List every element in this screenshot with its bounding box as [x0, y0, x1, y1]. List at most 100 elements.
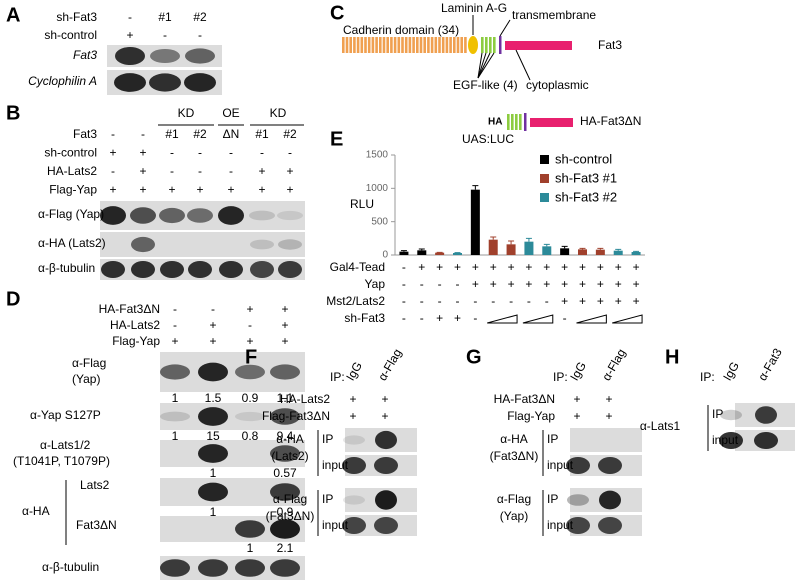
- condition-symbol: +: [381, 392, 388, 406]
- lane-label: input: [547, 518, 574, 532]
- band: [235, 364, 265, 380]
- condition-symbol: +: [418, 260, 425, 274]
- pointer: [477, 52, 495, 79]
- condition-symbol: +: [246, 334, 253, 348]
- condition-label: HA-Lats2: [110, 318, 160, 332]
- ip-column: α-Fat3: [755, 346, 785, 384]
- error-bar: [490, 236, 497, 240]
- cadherin-repeat: [375, 37, 378, 53]
- y-axis-title: RLU: [350, 197, 374, 211]
- condition-symbol: +: [633, 260, 640, 274]
- panel-letter: F: [245, 346, 257, 368]
- gradient-triangle: [576, 314, 607, 324]
- lane-label: input: [322, 458, 349, 472]
- legend-label: sh-Fat3 #2: [555, 189, 617, 204]
- band: [250, 239, 274, 250]
- condition-symbol: -: [141, 127, 145, 141]
- cadherin-repeat: [412, 37, 415, 53]
- condition-symbol: +: [633, 277, 640, 291]
- cadherin-repeat: [445, 37, 449, 53]
- condition-label: Flag-Fat3ΔN: [262, 409, 330, 423]
- band: [160, 559, 190, 577]
- error-bar: [597, 247, 604, 250]
- blot-label: α-Flag (Yap): [38, 207, 104, 221]
- blot-label: α-Flag: [497, 492, 531, 506]
- condition-symbol: +: [633, 294, 640, 308]
- condition-symbol: -: [402, 260, 406, 274]
- bar: [578, 249, 587, 255]
- condition-symbol: +: [490, 277, 497, 291]
- band: [100, 206, 126, 225]
- condition-symbol: -: [260, 146, 264, 160]
- blot-label: α-Yap S127P: [30, 408, 101, 422]
- cadherin-repeat: [427, 37, 430, 53]
- panel-letter: E: [330, 128, 343, 150]
- cadherin-repeat: [449, 37, 452, 53]
- condition-symbol: -: [473, 311, 477, 325]
- condition-symbol: -: [545, 294, 549, 308]
- condition-symbol: +: [525, 277, 532, 291]
- blot-label: α-Flag: [72, 356, 106, 370]
- band: [150, 49, 180, 63]
- band: [270, 364, 300, 380]
- blot-label: (Fat3ΔN): [490, 449, 539, 463]
- condition-symbol: #2: [193, 10, 207, 24]
- condition-symbol: -: [420, 277, 424, 291]
- cadherin-repeat: [367, 37, 371, 53]
- condition-symbol: -: [473, 294, 477, 308]
- band: [198, 482, 228, 502]
- band: [235, 411, 265, 422]
- cadherin-repeat: [397, 37, 401, 53]
- legend-swatch: [540, 193, 549, 202]
- lane-label: IP: [547, 492, 558, 506]
- blot-label: (Yap): [500, 509, 528, 523]
- condition-symbol: -: [491, 294, 495, 308]
- band: [250, 261, 274, 278]
- y-tick-label: 500: [371, 216, 388, 227]
- condition-symbol: +: [472, 260, 479, 274]
- legend-label: sh-control: [555, 151, 612, 166]
- condition-symbol: -: [420, 294, 424, 308]
- cadherin-repeat: [453, 37, 456, 53]
- cadherin-repeat: [353, 37, 356, 53]
- lane-label: input: [322, 518, 349, 532]
- band: [719, 432, 743, 449]
- bar: [542, 246, 552, 255]
- ip-column: IgG: [720, 359, 742, 383]
- blot-label: α-Lats1: [640, 419, 681, 433]
- band: [101, 261, 125, 278]
- condition-symbol: +: [508, 277, 515, 291]
- cadherin-repeat: [416, 37, 419, 53]
- error-bar: [418, 248, 425, 251]
- band: [342, 457, 366, 474]
- lane-label: IP: [547, 432, 558, 446]
- cadherin-repeat: [390, 37, 393, 53]
- condition-symbol: -: [211, 302, 215, 316]
- band: [188, 261, 212, 278]
- pointer: [499, 19, 511, 37]
- pointer: [515, 49, 531, 81]
- legend-swatch: [540, 155, 549, 164]
- cadherin-repeat: [430, 37, 434, 53]
- cadherin-repeat: [360, 37, 364, 53]
- band: [375, 490, 397, 510]
- condition-label: sh-control: [44, 146, 97, 160]
- condition-symbol: -: [173, 318, 177, 332]
- protein-label: HA-Fat3ΔN: [580, 114, 641, 128]
- condition-symbol: +: [615, 260, 622, 274]
- condition-symbol: +: [139, 164, 146, 178]
- lane-label: input: [712, 433, 739, 447]
- condition-symbol: -: [170, 146, 174, 160]
- group-label: KD: [178, 106, 195, 120]
- condition-symbol: -: [198, 28, 202, 42]
- blot-label: α-HA: [22, 504, 50, 518]
- condition-symbol: +: [209, 334, 216, 348]
- lane-label: IP: [712, 407, 723, 421]
- cadherin-repeat: [386, 37, 389, 53]
- condition-symbol: +: [490, 260, 497, 274]
- band: [159, 207, 185, 224]
- egf-repeat: [507, 114, 510, 130]
- bar: [453, 253, 462, 255]
- cadherin-repeat: [460, 37, 463, 53]
- cadherin-repeat: [404, 37, 408, 53]
